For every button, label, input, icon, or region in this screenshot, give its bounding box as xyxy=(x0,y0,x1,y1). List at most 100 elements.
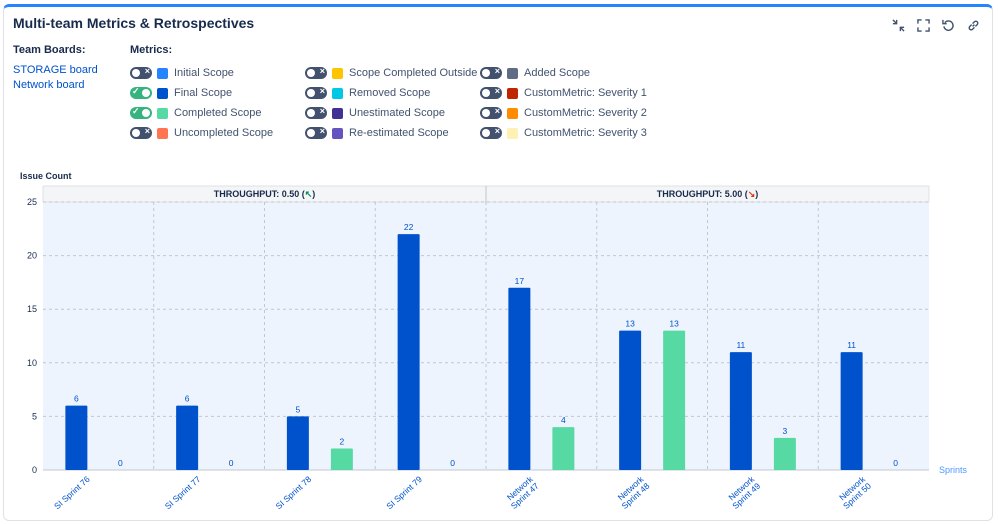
metric-completed-scope: ✓ Completed Scope xyxy=(130,106,261,120)
metric-toggle[interactable]: × xyxy=(130,66,152,79)
metric-label: Added Scope xyxy=(524,67,591,79)
bar-value-label: 6 xyxy=(185,394,190,404)
x-tick-label: SI Sprint 77 xyxy=(163,474,203,511)
metric-custommetric-severity-1: × CustomMetric: Severity 1 xyxy=(480,86,647,100)
bar-value-label: 2 xyxy=(340,437,345,447)
metric-custommetric-severity-3: × CustomMetric: Severity 3 xyxy=(480,126,647,140)
throughput-label: THROUGHPUT: 0.50 (↖) xyxy=(214,189,316,199)
metric-toggle[interactable]: × xyxy=(305,66,327,79)
bar-completed-scope xyxy=(330,448,353,470)
x-tick-label: SI Sprint 76 xyxy=(52,474,92,511)
metric-label: Completed Scope xyxy=(174,107,262,119)
bar-final-scope xyxy=(65,405,88,470)
board-link-network[interactable]: Network board xyxy=(13,79,85,91)
bar-completed-scope xyxy=(552,427,575,470)
bar-value-label: 0 xyxy=(450,458,455,468)
bar-final-scope xyxy=(840,352,863,470)
x-axis-label: Sprints xyxy=(939,465,968,475)
y-tick-label: 20 xyxy=(27,251,37,261)
metric-label: Uncompleted Scope xyxy=(174,127,274,139)
bar-value-label: 0 xyxy=(118,458,123,468)
metric-color-swatch xyxy=(507,127,518,139)
throughput-label: THROUGHPUT: 5.00 (↘) xyxy=(657,189,759,199)
metric-re-estimated-scope: × Re-estimated Scope xyxy=(305,126,449,140)
metric-toggle[interactable]: × xyxy=(305,126,327,139)
metric-label: Re-estimated Scope xyxy=(349,127,449,139)
x-tick-label: NetworkSprint 47 xyxy=(503,474,542,511)
bar-value-label: 5 xyxy=(296,404,301,414)
metric-initial-scope: × Initial Scope xyxy=(130,66,234,80)
bar-value-label: 4 xyxy=(561,415,566,425)
metric-label: Final Scope xyxy=(174,87,233,99)
bar-completed-scope xyxy=(773,437,796,470)
metric-toggle[interactable]: × xyxy=(305,86,327,99)
metric-color-swatch xyxy=(157,67,168,79)
y-tick-label: 0 xyxy=(32,465,37,475)
x-tick-label: NetworkSprint 50 xyxy=(835,474,874,511)
bar-final-scope xyxy=(176,405,199,470)
bar-value-label: 6 xyxy=(74,394,79,404)
y-tick-label: 15 xyxy=(27,304,37,314)
metric-toggle[interactable]: × xyxy=(480,126,502,139)
metric-final-scope: ✓ Final Scope xyxy=(130,86,232,100)
metric-label: CustomMetric: Severity 1 xyxy=(524,87,647,99)
x-tick-label: SI Sprint 78 xyxy=(274,474,314,511)
metric-scope-completed-outside: × Scope Completed Outside xyxy=(305,66,477,80)
metric-toggle[interactable]: × xyxy=(130,126,152,139)
throughput-trend-icon: ↘ xyxy=(748,189,756,199)
y-tick-label: 25 xyxy=(27,197,37,207)
bar-final-scope xyxy=(729,352,752,470)
y-tick-label: 5 xyxy=(32,411,37,421)
metric-added-scope: × Added Scope xyxy=(480,66,590,80)
metric-color-swatch xyxy=(332,67,343,79)
metric-color-swatch xyxy=(157,107,168,119)
metric-color-swatch xyxy=(507,87,518,99)
team-boards-heading: Team Boards: xyxy=(13,44,86,56)
metric-color-swatch xyxy=(157,127,168,139)
link-icon[interactable] xyxy=(966,18,980,32)
bar-value-label: 11 xyxy=(847,340,856,350)
x-tick-label: SI Sprint 79 xyxy=(384,474,424,511)
bar-value-label: 3 xyxy=(783,426,788,436)
bar-value-label: 0 xyxy=(229,458,234,468)
bar-final-scope xyxy=(619,330,642,470)
metric-label: CustomMetric: Severity 3 xyxy=(524,127,647,139)
bar-final-scope xyxy=(508,287,531,470)
bar-value-label: 13 xyxy=(625,319,635,329)
metric-removed-scope: × Removed Scope xyxy=(305,86,430,100)
page-title: Multi-team Metrics & Retrospectives xyxy=(13,15,255,31)
fullscreen-icon[interactable] xyxy=(916,18,930,32)
throughput-trend-icon: ↖ xyxy=(305,189,313,199)
bar-value-label: 13 xyxy=(669,319,679,329)
metric-custommetric-severity-2: × CustomMetric: Severity 2 xyxy=(480,106,647,120)
bar-completed-scope xyxy=(663,330,686,470)
metric-color-swatch xyxy=(507,107,518,119)
bar-value-label: 17 xyxy=(515,276,525,286)
panel-toolbar xyxy=(891,18,980,32)
bar-final-scope xyxy=(286,416,309,470)
metric-label: Removed Scope xyxy=(349,87,431,99)
refresh-icon[interactable] xyxy=(941,18,955,32)
metric-toggle[interactable]: × xyxy=(480,86,502,99)
y-tick-label: 10 xyxy=(27,358,37,368)
metric-label: Scope Completed Outside xyxy=(349,67,478,79)
metric-label: CustomMetric: Severity 2 xyxy=(524,107,647,119)
metric-unestimated-scope: × Unestimated Scope xyxy=(305,106,445,120)
metric-toggle[interactable]: ✓ xyxy=(130,86,152,99)
metric-toggle[interactable]: × xyxy=(305,106,327,119)
x-tick-label: NetworkSprint 48 xyxy=(613,474,652,511)
metric-color-swatch xyxy=(157,87,168,99)
board-link-storage[interactable]: STORAGE board xyxy=(13,64,98,76)
metric-toggle[interactable]: × xyxy=(480,106,502,119)
collapse-icon[interactable] xyxy=(891,18,905,32)
metric-color-swatch xyxy=(332,127,343,139)
metrics-heading: Metrics: xyxy=(130,44,173,56)
metric-label: Unestimated Scope xyxy=(349,107,445,119)
metric-uncompleted-scope: × Uncompleted Scope xyxy=(130,126,273,140)
bar-value-label: 22 xyxy=(404,222,414,232)
metric-color-swatch xyxy=(507,67,518,79)
metric-toggle[interactable]: ✓ xyxy=(130,106,152,119)
bar-value-label: 0 xyxy=(893,458,898,468)
metric-toggle[interactable]: × xyxy=(480,66,502,79)
y-axis-label: Issue Count xyxy=(20,171,72,181)
